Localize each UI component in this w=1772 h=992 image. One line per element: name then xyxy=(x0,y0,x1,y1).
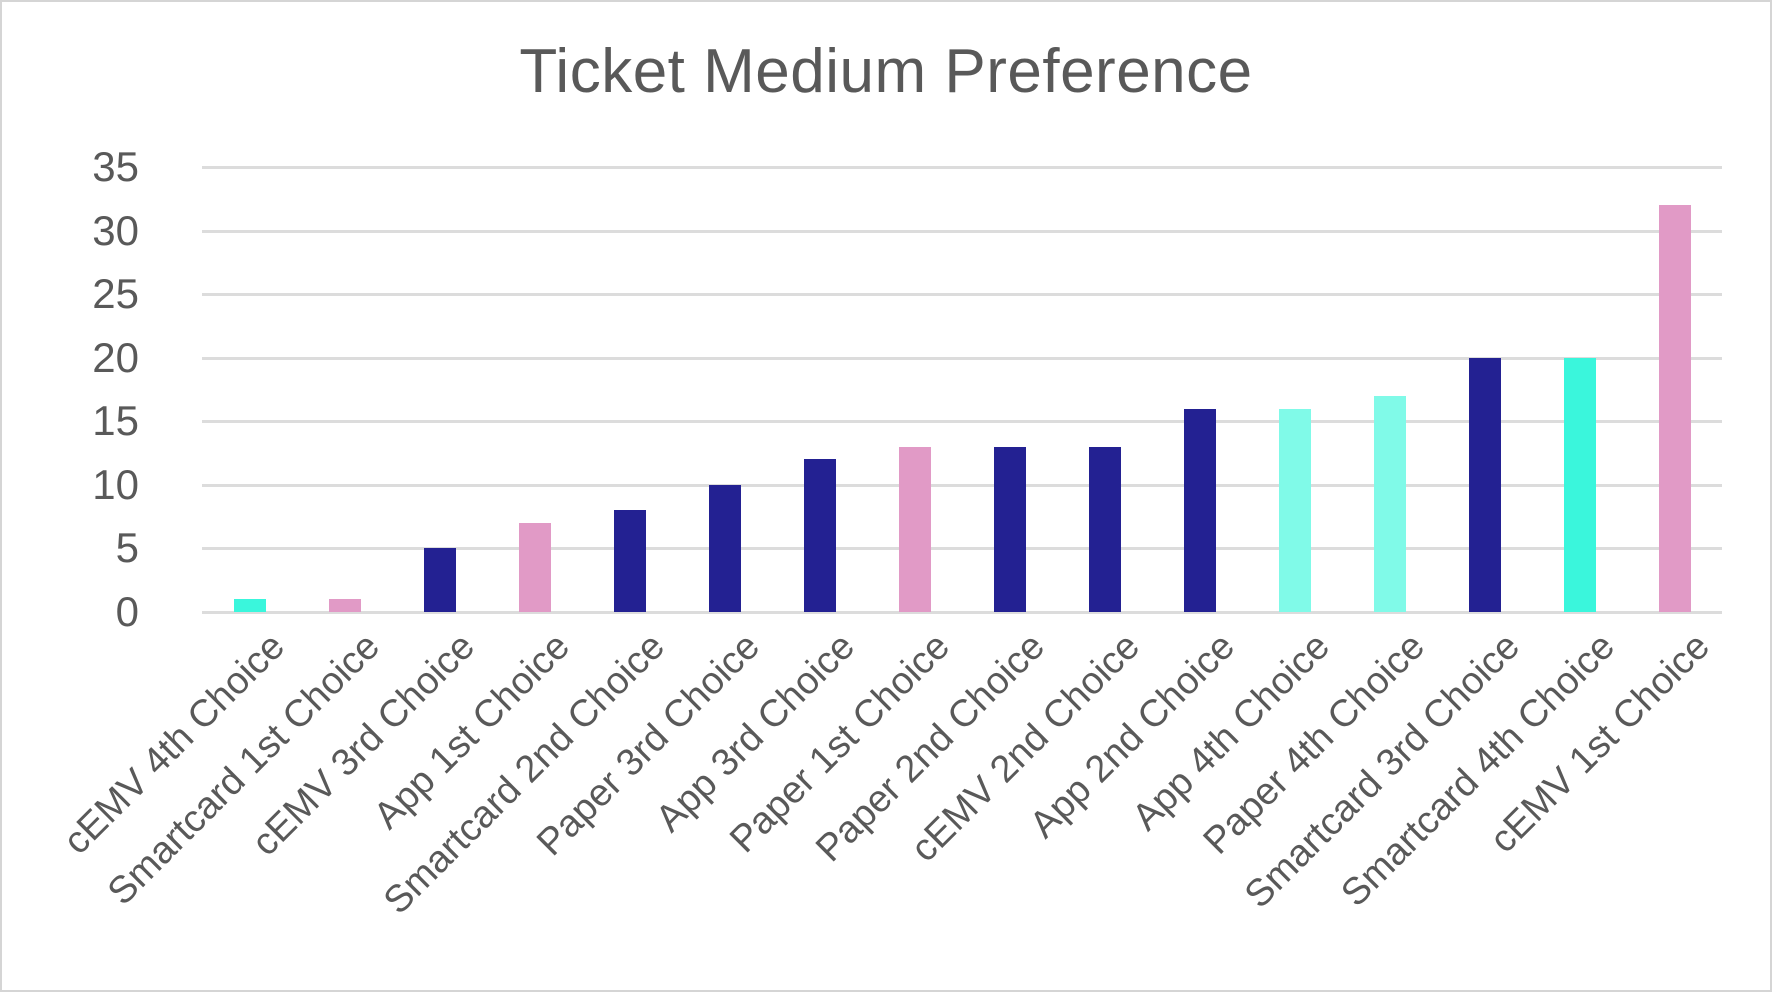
bar-slot xyxy=(772,167,867,612)
bar-paper-4th-choice xyxy=(1373,395,1406,612)
bar-paper-2nd-choice xyxy=(993,446,1026,612)
bar-smartcard-2nd-choice xyxy=(613,510,646,612)
bar-slot xyxy=(1437,167,1532,612)
gridline-y-5 xyxy=(202,547,1722,550)
bar-slot xyxy=(1247,167,1342,612)
bar-paper-3rd-choice xyxy=(708,484,741,612)
bar-slot xyxy=(1627,167,1722,612)
bar-slot xyxy=(1532,167,1627,612)
bar-cemv-2nd-choice xyxy=(1088,446,1121,612)
gridline-y-0 xyxy=(202,611,1722,614)
gridline-y-15 xyxy=(202,420,1722,423)
plot-area: 35 30 25 20 15 10 5 0 xyxy=(92,146,1722,633)
bar-smartcard-1st-choice xyxy=(328,599,361,612)
bar-slot xyxy=(1057,167,1152,612)
bar-slot xyxy=(392,167,487,612)
bar-slot xyxy=(677,167,772,612)
bar-slot xyxy=(487,167,582,612)
bar-slot xyxy=(1152,167,1247,612)
y-tick-label-35: 35 xyxy=(92,143,139,190)
bar-app-2nd-choice xyxy=(1183,408,1216,612)
bar-smartcard-4th-choice xyxy=(1563,357,1596,612)
y-tick-label-30: 30 xyxy=(92,207,139,254)
bar-paper-1st-choice xyxy=(898,446,931,612)
bar-cemv-3rd-choice xyxy=(423,548,456,612)
bar-slot xyxy=(962,167,1057,612)
y-tick-label-5: 5 xyxy=(115,524,139,571)
gridline-y-30 xyxy=(202,230,1722,233)
bar-smartcard-3rd-choice xyxy=(1468,357,1501,612)
bar-slot xyxy=(867,167,962,612)
gridline-y-35 xyxy=(202,166,1722,169)
bar-app-4th-choice xyxy=(1278,408,1311,612)
bar-slot xyxy=(202,167,297,612)
chart-title: Ticket Medium Preference xyxy=(519,37,1253,106)
bar-slot xyxy=(1342,167,1437,612)
y-tick-label-25: 25 xyxy=(92,270,139,317)
y-tick-label-10: 10 xyxy=(92,461,139,508)
bar-cemv-1st-choice xyxy=(1658,205,1691,612)
bar-app-3rd-choice xyxy=(803,459,836,612)
bar-cemv-4th-choice xyxy=(233,599,266,612)
bar-slot xyxy=(297,167,392,612)
gridline-y-25 xyxy=(202,293,1722,296)
gridline-y-10 xyxy=(202,484,1722,487)
bar-app-1st-choice xyxy=(518,523,551,612)
bar-slot xyxy=(582,167,677,612)
y-tick-label-0: 0 xyxy=(115,588,139,635)
y-tick-label-15: 15 xyxy=(92,397,139,444)
gridline-y-20 xyxy=(202,357,1722,360)
bars-layer xyxy=(202,167,1722,612)
y-tick-label-20: 20 xyxy=(92,334,139,381)
